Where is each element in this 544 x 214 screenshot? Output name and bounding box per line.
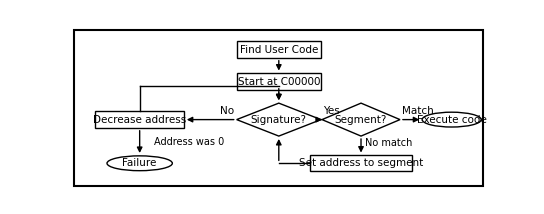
Text: Yes: Yes [323,106,340,116]
Text: Segment?: Segment? [335,115,387,125]
Bar [95,111,184,128]
Text: Decrease address: Decrease address [93,115,186,125]
Text: No match: No match [365,138,412,148]
Text: Find User Code: Find User Code [239,45,318,55]
Ellipse shape [422,112,481,127]
Polygon shape [237,103,321,136]
Text: Address was 0: Address was 0 [154,137,225,147]
Bar [237,41,321,58]
Ellipse shape [107,156,172,171]
Text: Signature?: Signature? [251,115,307,125]
Bar [237,73,321,90]
Polygon shape [322,103,400,136]
Bar [311,155,412,171]
Text: Execute code: Execute code [417,115,486,125]
Text: Set address to segment: Set address to segment [299,158,423,168]
Text: Failure: Failure [122,158,157,168]
Text: Start at C00000: Start at C00000 [238,77,320,87]
Text: No: No [220,106,234,116]
Text: Match: Match [402,106,434,116]
